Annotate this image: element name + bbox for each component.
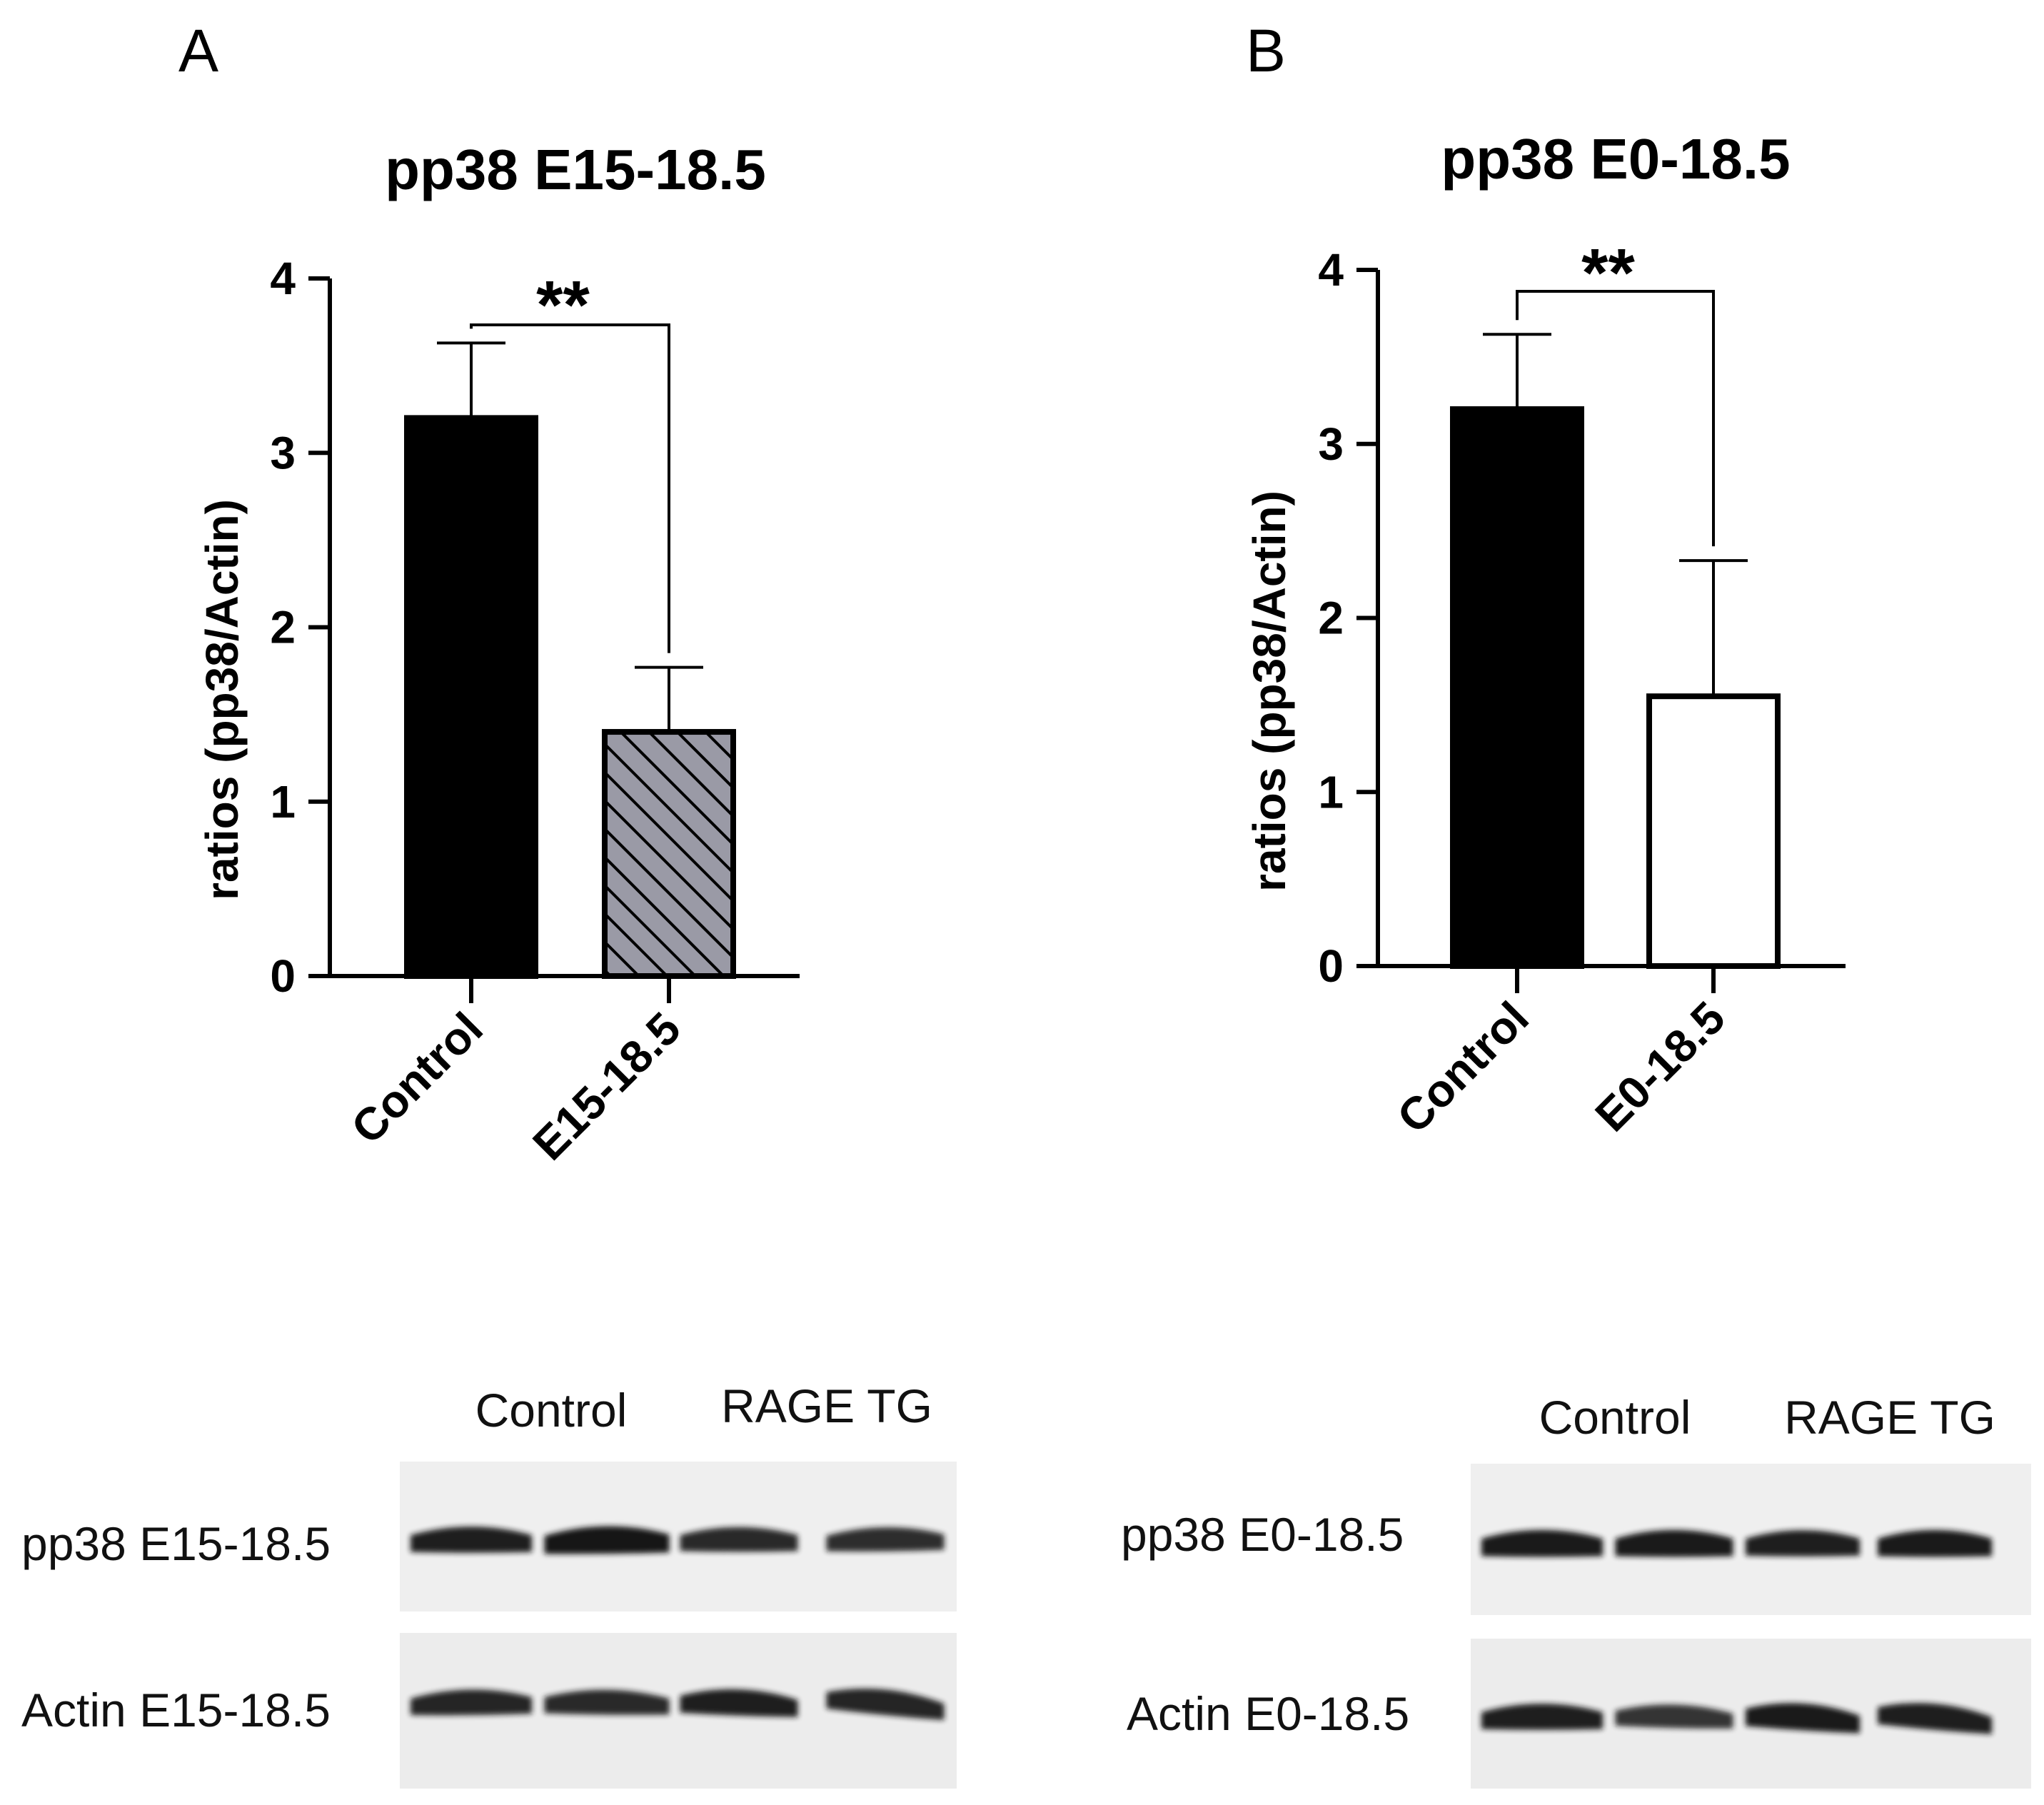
bar-a-1 — [602, 729, 736, 980]
x-category-label-b-0: Control — [1387, 992, 1539, 1143]
y-tick-label-a-3: 3 — [270, 427, 296, 478]
blot-band-a-0-1 — [544, 1526, 670, 1554]
y-axis-label-b: ratios (pp38/Actin) — [1244, 491, 1295, 892]
blot-row-label-b-0: pp38 E0-18.5 — [1121, 1508, 1404, 1561]
bar-chart-b: 0 1 2 3 4 Control E0-18.5 ** — [1318, 235, 1846, 1143]
chart-title-a: pp38 E15-18.5 — [385, 138, 766, 201]
blot-band-a-1-0 — [411, 1689, 532, 1716]
y-tick-label-a-1: 1 — [270, 776, 296, 828]
blot-row-label-b-1: Actin E0-18.5 — [1127, 1687, 1409, 1740]
x-category-label-a-1: E15-18.5 — [523, 1002, 690, 1170]
bar-chart-a: 0 1 2 3 4 Control E15-18.5 ** — [270, 253, 800, 1170]
y-tick-label-b-4: 4 — [1318, 244, 1344, 296]
blot-band-a-1-3 — [826, 1689, 945, 1721]
blot-band-b-0-0 — [1481, 1529, 1603, 1557]
y-tick-label-b-0: 0 — [1318, 940, 1344, 992]
panel-b: B pp38 E0-18.5 ratios (pp38/Actin) 0 1 2 3 4… — [1244, 17, 1846, 1143]
blot-row-label-a-1: Actin E15-18.5 — [21, 1684, 331, 1736]
y-tick-label-b-1: 1 — [1318, 766, 1344, 818]
bar-b-0 — [1450, 406, 1584, 969]
significance-bracket-a — [470, 323, 670, 653]
western-blot-b: Control RAGE TG pp38 E0-18.5 Actin E0-18… — [1121, 1391, 2031, 1789]
western-blot-a: Control RAGE TG pp38 E15-18.5 Actin E15-… — [21, 1379, 957, 1789]
blot-band-b-1-1 — [1615, 1704, 1733, 1729]
blot-row-label-a-0: pp38 E15-18.5 — [21, 1517, 331, 1570]
blot-group-label-a-1: RAGE TG — [721, 1379, 932, 1432]
panel-a: A pp38 E15-18.5 ratios (pp38/Actin) 0 1 2 3… — [178, 17, 800, 1170]
significance-label-b: ** — [1581, 235, 1635, 311]
significance-bracket-b — [1516, 290, 1715, 547]
blot-band-a-0-2 — [680, 1527, 798, 1552]
blot-band-b-0-1 — [1615, 1529, 1733, 1557]
bar-b-1 — [1646, 693, 1781, 969]
bar-a-0 — [404, 415, 538, 979]
y-tick-label-b-2: 2 — [1318, 593, 1344, 644]
blot-band-a-0-0 — [411, 1527, 532, 1553]
blot-band-a-0-3 — [826, 1527, 945, 1552]
blot-band-b-1-0 — [1481, 1704, 1603, 1730]
y-tick-label-a-4: 4 — [270, 253, 296, 304]
blot-band-b-1-2 — [1746, 1703, 1860, 1734]
blot-band-b-0-3 — [1878, 1529, 1992, 1557]
blot-band-b-0-2 — [1746, 1530, 1860, 1557]
y-tick-label-b-3: 3 — [1318, 418, 1344, 470]
blot-band-a-1-2 — [680, 1689, 798, 1717]
y-tick-label-a-0: 0 — [270, 950, 296, 1002]
significance-label-a: ** — [536, 267, 590, 343]
blot-band-a-1-1 — [544, 1689, 670, 1715]
x-category-label-b-1: E0-18.5 — [1585, 992, 1734, 1141]
panel-letter-a: A — [178, 17, 218, 84]
y-tick-label-a-2: 2 — [270, 602, 296, 653]
panel-letter-b: B — [1246, 17, 1286, 84]
x-category-label-a-0: Control — [341, 1002, 493, 1154]
blot-group-label-a-0: Control — [475, 1384, 628, 1437]
blot-group-label-b-1: RAGE TG — [1784, 1391, 1995, 1444]
chart-title-b: pp38 E0-18.5 — [1441, 127, 1790, 191]
blot-band-b-1-3 — [1878, 1703, 1992, 1734]
blot-group-label-b-0: Control — [1539, 1391, 1691, 1444]
y-axis-label-a: ratios (pp38/Actin) — [196, 499, 248, 900]
